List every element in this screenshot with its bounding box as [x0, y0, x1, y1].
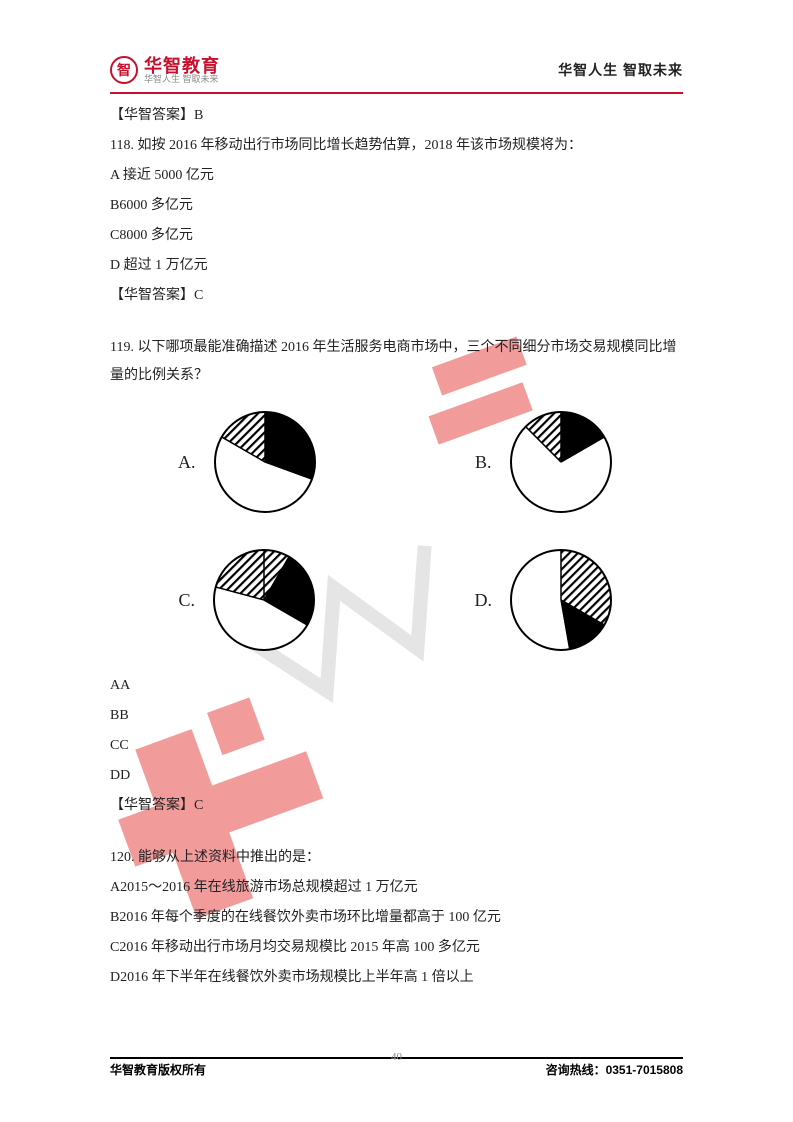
footer-copyright: 华智教育版权所有	[110, 1061, 206, 1078]
chart-d-label: D.	[475, 582, 493, 618]
chart-a-label: A.	[178, 444, 196, 480]
pie-b	[507, 408, 615, 516]
brand-name: 华智教育	[144, 57, 220, 75]
pie-a	[211, 408, 319, 516]
q118-stem: 118. 如按 2016 年移动出行市场同比增长趋势估算，2018 年该市场规模…	[110, 132, 683, 160]
chart-c-label: C.	[178, 582, 195, 618]
q118-answer: 【华智答案】C	[110, 282, 683, 310]
q119-opt-cc: CC	[110, 732, 683, 760]
brand-logo: 智 华智教育 华智人生 智取未来	[110, 56, 220, 84]
footer-hotline-label: 咨询热线：	[546, 1063, 606, 1077]
q119-opt-bb: BB	[110, 702, 683, 730]
q119-stem: 119. 以下哪项最能准确描述 2016 年生活服务电商市场中，三个不同细分市场…	[110, 334, 683, 390]
page-content: 【华智答案】B 118. 如按 2016 年移动出行市场同比增长趋势估算，201…	[110, 102, 683, 992]
q120-opt-a: A2015～2016 年在线旅游市场总规模超过 1 万亿元	[110, 874, 683, 902]
footer-hotline-num: 0351-7015808	[606, 1063, 683, 1077]
q117-answer: 【华智答案】B	[110, 102, 683, 130]
q118-opt-a: A 接近 5000 亿元	[110, 162, 683, 190]
brand-sub: 华智人生 智取未来	[144, 75, 220, 84]
chart-b-label: B.	[475, 444, 492, 480]
q118-opt-c: C8000 多亿元	[110, 222, 683, 250]
header-divider	[110, 92, 683, 94]
chart-a: A.	[178, 408, 319, 516]
page-header: 智 华智教育 华智人生 智取未来 华智人生 智取未来	[110, 50, 683, 90]
pie-d	[507, 546, 615, 654]
q120-stem: 120. 能够从上述资料中推出的是：	[110, 844, 683, 872]
q118-opt-d: D 超过 1 万亿元	[110, 252, 683, 280]
q119-opt-aa: AA	[110, 672, 683, 700]
q119-charts: A. B. C. D.	[110, 408, 683, 654]
brand-logo-icon: 智	[110, 56, 138, 84]
q120-opt-c: C2016 年移动出行市场月均交易规模比 2015 年高 100 多亿元	[110, 934, 683, 962]
chart-c: C.	[178, 546, 318, 654]
q120-opt-d: D2016 年下半年在线餐饮外卖市场规模比上半年高 1 倍以上	[110, 964, 683, 992]
q119-answer: 【华智答案】C	[110, 792, 683, 820]
q120-opt-b: B2016 年每个季度的在线餐饮外卖市场环比增量都高于 100 亿元	[110, 904, 683, 932]
pie-c	[210, 546, 318, 654]
chart-b: B.	[475, 408, 615, 516]
q119-opt-dd: DD	[110, 762, 683, 790]
brand-slogan: 华智人生 智取未来	[558, 60, 683, 80]
chart-d: D.	[475, 546, 616, 654]
page-footer: 40 华智教育版权所有 咨询热线：0351-7015808	[110, 1051, 683, 1078]
q118-opt-b: B6000 多亿元	[110, 192, 683, 220]
